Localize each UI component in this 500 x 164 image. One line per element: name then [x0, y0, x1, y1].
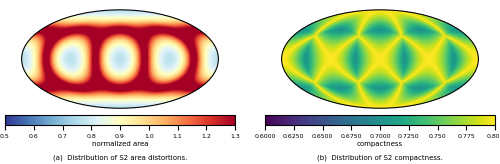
X-axis label: compactness: compactness	[357, 141, 403, 147]
Text: (b)  Distribution of S2 compactness.: (b) Distribution of S2 compactness.	[317, 154, 443, 161]
Text: (a)  Distribution of S2 area distortions.: (a) Distribution of S2 area distortions.	[53, 154, 187, 161]
X-axis label: normalized area: normalized area	[92, 141, 148, 147]
